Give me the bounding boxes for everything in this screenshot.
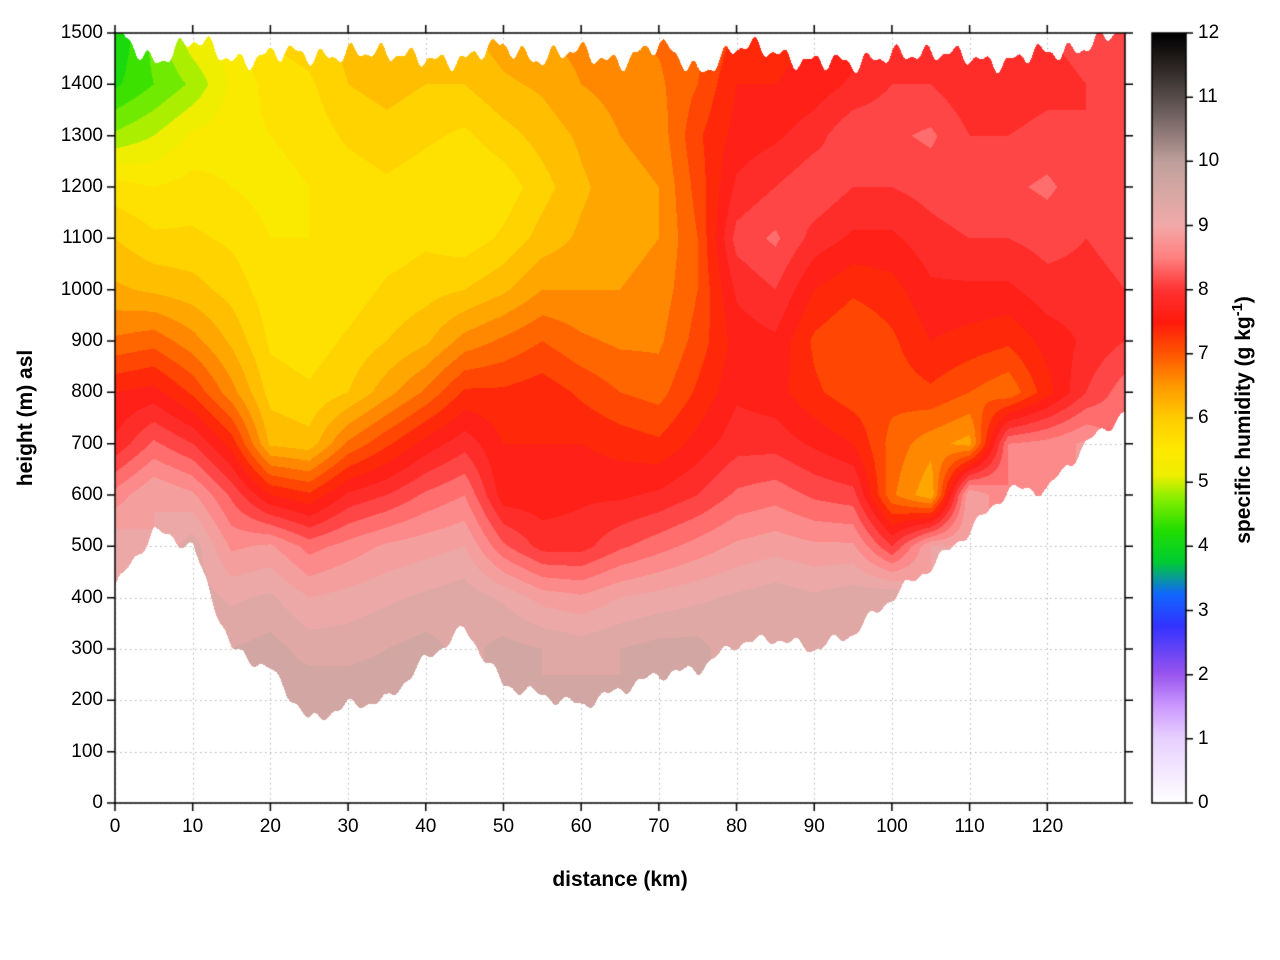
y-tick-label-1400: 1400 [60, 73, 103, 95]
x-axis-title: distance (km) [552, 868, 688, 891]
colorbar-tick-label-0: 0 [1198, 792, 1209, 813]
x-tick-label-110: 110 [954, 816, 985, 837]
colorbar-tick-label-9: 9 [1198, 214, 1209, 236]
y-tick-label-100: 100 [71, 740, 103, 762]
colorbar-title: specific humidity (g kg-1) [1230, 296, 1256, 544]
x-tick-label-80: 80 [725, 816, 748, 837]
y-tick-label-200: 200 [71, 689, 103, 711]
x-tick-label-90: 90 [803, 816, 825, 837]
x-tick-label-120: 120 [1031, 816, 1064, 837]
colorbar-tick-label-5: 5 [1198, 471, 1209, 493]
colorbar-tick-label-1: 1 [1198, 727, 1209, 749]
x-tick-label-0: 0 [109, 816, 121, 837]
colorbar-tick-label-2: 2 [1198, 663, 1209, 685]
colorbar-title-superscript: -1 [1230, 303, 1246, 317]
y-tick-label-700: 700 [71, 432, 103, 454]
y-tick-label-300: 300 [71, 638, 103, 659]
y-tick-label-1100: 1100 [62, 227, 103, 249]
colorbar-tick-label-4: 4 [1198, 535, 1209, 557]
colorbar-tick-label-3: 3 [1198, 599, 1209, 621]
colorbar-tick-label-8: 8 [1198, 278, 1209, 300]
y-tick-label-1200: 1200 [60, 176, 103, 197]
x-tick-label-40: 40 [415, 816, 437, 837]
colorbar-tick-label-11: 11 [1198, 86, 1218, 108]
y-tick-label-1500: 1500 [60, 22, 103, 43]
x-tick-label-50: 50 [492, 816, 515, 837]
colorbar-tick-label-12: 12 [1198, 22, 1220, 43]
x-tick-label-10: 10 [182, 816, 204, 837]
x-tick-label-20: 20 [259, 816, 281, 837]
x-tick-label-100: 100 [876, 816, 908, 837]
y-tick-label-900: 900 [71, 330, 103, 351]
y-axis-title: height (m) asl [14, 349, 37, 487]
y-tick-label-0: 0 [92, 792, 103, 813]
y-tick-label-1300: 1300 [60, 124, 103, 146]
y-tick-label-1000: 1000 [60, 278, 103, 300]
colorbar-title-text: specific humidity (g kg [1232, 316, 1255, 544]
x-tick-label-60: 60 [570, 816, 592, 837]
colorbar-tick-label-10: 10 [1198, 150, 1220, 172]
y-tick-label-600: 600 [71, 484, 103, 505]
x-tick-label-30: 30 [337, 816, 359, 837]
colorbar-tick-label-6: 6 [1198, 407, 1209, 428]
colorbar-title-close: ) [1232, 296, 1255, 304]
x-tick-label-70: 70 [648, 816, 670, 837]
y-tick-label-800: 800 [71, 381, 103, 403]
colorbar-tick-label-7: 7 [1198, 342, 1209, 364]
y-tick-label-500: 500 [71, 535, 103, 557]
y-tick-label-400: 400 [71, 586, 103, 608]
